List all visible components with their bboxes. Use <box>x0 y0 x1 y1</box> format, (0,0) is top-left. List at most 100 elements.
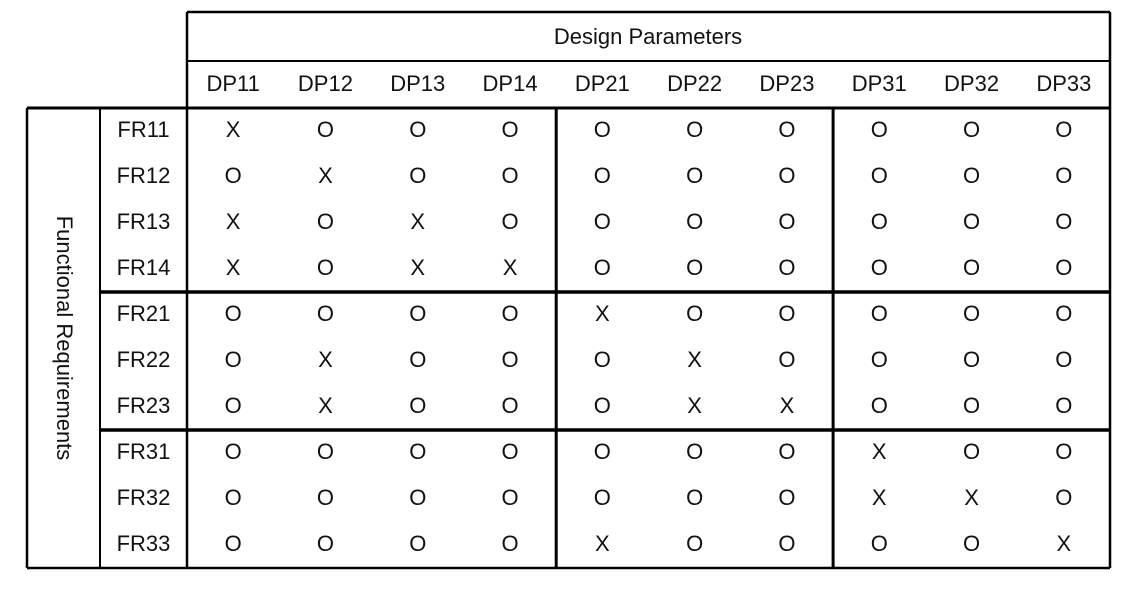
cell: O <box>686 301 703 326</box>
cell: O <box>317 117 334 142</box>
cell: O <box>963 117 980 142</box>
column-header: DP22 <box>667 71 722 96</box>
cell: O <box>409 347 426 372</box>
cell: X <box>226 255 241 280</box>
cell: O <box>686 485 703 510</box>
column-header: DP12 <box>298 71 353 96</box>
cell: X <box>410 255 425 280</box>
cell: O <box>871 209 888 234</box>
cell: O <box>778 439 795 464</box>
cell: O <box>409 301 426 326</box>
header-title: Design Parameters <box>554 24 742 49</box>
cell: O <box>225 531 242 556</box>
cell: X <box>964 485 979 510</box>
cell: X <box>687 347 702 372</box>
cell: O <box>1055 347 1072 372</box>
cell: X <box>318 393 333 418</box>
row-label: FR23 <box>117 393 171 418</box>
cell: O <box>409 531 426 556</box>
cell: O <box>778 347 795 372</box>
cell: O <box>225 439 242 464</box>
column-header: DP11 <box>206 71 259 96</box>
cell: O <box>871 117 888 142</box>
cell: O <box>317 485 334 510</box>
cell: X <box>410 209 425 234</box>
cell: O <box>963 301 980 326</box>
cell: O <box>963 393 980 418</box>
cell: O <box>594 485 611 510</box>
cell: X <box>226 209 241 234</box>
cell: O <box>778 531 795 556</box>
cell: O <box>1055 301 1072 326</box>
cell: O <box>1055 163 1072 188</box>
cell: O <box>594 117 611 142</box>
row-label: FR14 <box>117 255 171 280</box>
cell: O <box>778 163 795 188</box>
cell: O <box>594 439 611 464</box>
cell: O <box>409 393 426 418</box>
cell: O <box>225 163 242 188</box>
cell: O <box>501 531 518 556</box>
cell: O <box>686 117 703 142</box>
cell: O <box>317 209 334 234</box>
column-header: DP13 <box>390 71 445 96</box>
cell: O <box>778 117 795 142</box>
row-label: FR33 <box>117 531 171 556</box>
cell: O <box>409 485 426 510</box>
cell: O <box>1055 485 1072 510</box>
cell: O <box>1055 117 1072 142</box>
cell: O <box>871 163 888 188</box>
column-header: DP31 <box>852 71 907 96</box>
cell: O <box>686 209 703 234</box>
column-header: DP23 <box>759 71 814 96</box>
cell: O <box>225 393 242 418</box>
cell: O <box>963 347 980 372</box>
cell: O <box>317 531 334 556</box>
cell: O <box>871 255 888 280</box>
cell: O <box>1055 255 1072 280</box>
row-label: FR11 <box>117 117 169 142</box>
cell: O <box>594 393 611 418</box>
cell: O <box>501 439 518 464</box>
row-label: FR32 <box>117 485 171 510</box>
cell: X <box>318 163 333 188</box>
column-header: DP14 <box>483 71 538 96</box>
cell: X <box>780 393 795 418</box>
row-label: FR22 <box>117 347 171 372</box>
cell: O <box>963 255 980 280</box>
cell: O <box>501 393 518 418</box>
cell: O <box>501 485 518 510</box>
cell: X <box>1057 531 1072 556</box>
row-label: FR13 <box>117 209 171 234</box>
cell: O <box>686 255 703 280</box>
cell: O <box>409 163 426 188</box>
column-header: DP21 <box>575 71 630 96</box>
cell: O <box>594 255 611 280</box>
cell: O <box>594 163 611 188</box>
cell: O <box>501 163 518 188</box>
cell: O <box>778 301 795 326</box>
cell: O <box>1055 439 1072 464</box>
column-header: DP32 <box>944 71 999 96</box>
cell: O <box>317 301 334 326</box>
cell: O <box>501 117 518 142</box>
cell: O <box>778 209 795 234</box>
cell: X <box>595 301 610 326</box>
cell: O <box>225 347 242 372</box>
cell: O <box>317 439 334 464</box>
cell: X <box>872 485 887 510</box>
row-label: FR21 <box>117 301 171 326</box>
cell: O <box>963 439 980 464</box>
cell: X <box>872 439 887 464</box>
cell: O <box>225 485 242 510</box>
cell: O <box>501 301 518 326</box>
cell: O <box>871 393 888 418</box>
cell: O <box>501 209 518 234</box>
cell: X <box>318 347 333 372</box>
cell: O <box>963 209 980 234</box>
cell: X <box>503 255 518 280</box>
side-label: Functional Requirements <box>52 216 77 461</box>
cell: X <box>595 531 610 556</box>
